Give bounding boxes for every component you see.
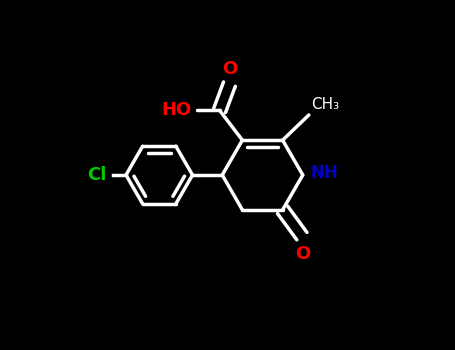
Text: O: O	[222, 60, 238, 78]
Text: CH₃: CH₃	[311, 97, 339, 112]
Text: O: O	[295, 245, 310, 263]
Text: HO: HO	[162, 102, 192, 119]
Text: Cl: Cl	[87, 166, 107, 184]
Text: NH: NH	[310, 164, 338, 182]
